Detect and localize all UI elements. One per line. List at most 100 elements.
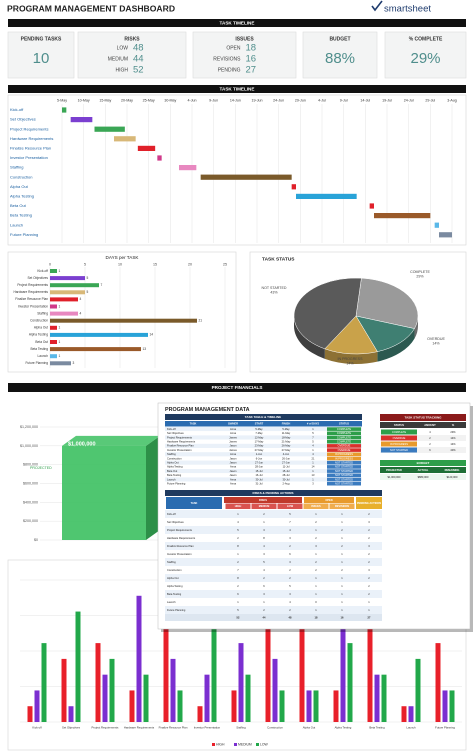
table-text: Jason (230, 473, 237, 477)
table-cell (251, 503, 277, 509)
x-tick-label: Future Planning (435, 726, 455, 730)
table-cell (165, 464, 362, 469)
table-cell (381, 429, 417, 435)
table-text: 3 (368, 520, 370, 524)
table-cell (327, 435, 361, 440)
gantt-bar (157, 155, 162, 161)
table-text: 26-Jun (282, 456, 290, 460)
gantt-bar (296, 193, 357, 199)
table-text: 2 (263, 576, 265, 580)
data-label: 1 (59, 326, 61, 330)
kpi-item-value: 48 (133, 43, 144, 54)
bar (279, 690, 285, 722)
table-cell (381, 441, 417, 447)
table-text: REVISIONS (335, 504, 349, 508)
table-text: Future Planning (167, 608, 186, 612)
table-text: 11-May (282, 431, 291, 435)
bar (333, 690, 339, 722)
chart-title: DAYS per TASK (106, 255, 140, 260)
table-text: 28-Jul (282, 473, 289, 477)
table-text: 3 (289, 560, 291, 564)
table-cell (327, 452, 361, 457)
table-text: IN PROGRESS (390, 442, 408, 446)
table-text: ISSUES (311, 504, 321, 508)
y-tick-label: Beta Testing (31, 347, 49, 351)
x-tick-label: Launch (406, 726, 416, 730)
table-cell (380, 414, 466, 421)
table-cell (327, 448, 361, 452)
x-tick-label: 29-Jun (295, 98, 306, 102)
kpi-value: 10 (33, 50, 50, 67)
table-text: 43% (450, 448, 456, 452)
chart-frame (7, 251, 237, 373)
table-text: 1 (237, 600, 239, 604)
table-text: 14 (312, 465, 315, 469)
table-text: 27-Jun (282, 460, 290, 464)
y-tick-label: $600,000 (23, 481, 38, 485)
x-tick-label: 19-Jul (382, 98, 392, 102)
x-tick-label: 4-Jun (188, 98, 197, 102)
table-cell (381, 435, 417, 441)
data-label: 1 (59, 340, 61, 344)
table-text: IN PROGRESS (335, 456, 353, 460)
table-cell (165, 456, 362, 461)
table-cell (165, 534, 382, 542)
table-cell (327, 465, 361, 469)
y-tick-label: $1,000,000 (20, 444, 38, 448)
table-text: 1 (341, 560, 343, 564)
table-cell (165, 473, 362, 478)
kpi-box (192, 31, 297, 79)
table-cell (165, 477, 362, 482)
bar (50, 290, 85, 295)
table-text: RISKS & PENDING ACTIONS (253, 491, 294, 495)
kpi-item-value: 52 (133, 65, 144, 76)
table-text: FINISH (282, 422, 291, 426)
table-cell (165, 598, 382, 606)
table-text: 2 (368, 552, 370, 556)
table-text: 30-Jul (282, 477, 289, 481)
bar (143, 674, 149, 722)
bar-side (146, 435, 160, 540)
table-text: Anna (230, 481, 237, 485)
data-label: 14 (150, 333, 154, 337)
table-text: Future Planning (167, 481, 186, 485)
x-tick-label: 20 (188, 262, 192, 266)
table-text: Staffing (167, 452, 176, 456)
data-label: 1 (59, 269, 61, 273)
table-cell (165, 481, 362, 486)
table-text: Hardware Requirements (167, 439, 196, 443)
y-tick-label: Future Planning (25, 361, 48, 365)
x-tick-label: 9-Jul (340, 98, 348, 102)
table-text: Alpha Out (167, 460, 179, 464)
legend-label: HIGH (216, 742, 225, 746)
x-tick-label: Alpha Testing (335, 726, 352, 730)
slice-value: 43% (270, 290, 278, 294)
table-cell (165, 431, 362, 436)
legend-label: MEDIUM (238, 742, 252, 746)
table-text: 21-May (282, 439, 291, 443)
bar (197, 706, 203, 722)
slice-label: IN PROGRESS (338, 357, 364, 361)
table-text: 1 (312, 477, 314, 481)
table-cell (381, 447, 417, 453)
gantt-bar (374, 213, 431, 219)
pie-side (294, 316, 325, 359)
kpi-box (7, 31, 75, 79)
bar (50, 283, 99, 288)
table-text: 2 (368, 576, 370, 580)
table-text: 15-Jul (282, 469, 289, 473)
table-text: 2 (289, 568, 291, 572)
bar (50, 354, 57, 359)
bar (306, 690, 312, 722)
table-text: Jason (230, 469, 237, 473)
table-cell (327, 431, 361, 436)
table-text: Set Objectives (167, 520, 184, 524)
slice-value: 14% (346, 361, 354, 365)
gantt-bar (369, 203, 374, 209)
table-text: 2 (368, 560, 370, 564)
table-text: 1 (312, 448, 314, 452)
table-text: 26-May (282, 444, 291, 448)
bar (381, 674, 387, 722)
table-cell (327, 456, 361, 461)
bar (238, 643, 244, 722)
